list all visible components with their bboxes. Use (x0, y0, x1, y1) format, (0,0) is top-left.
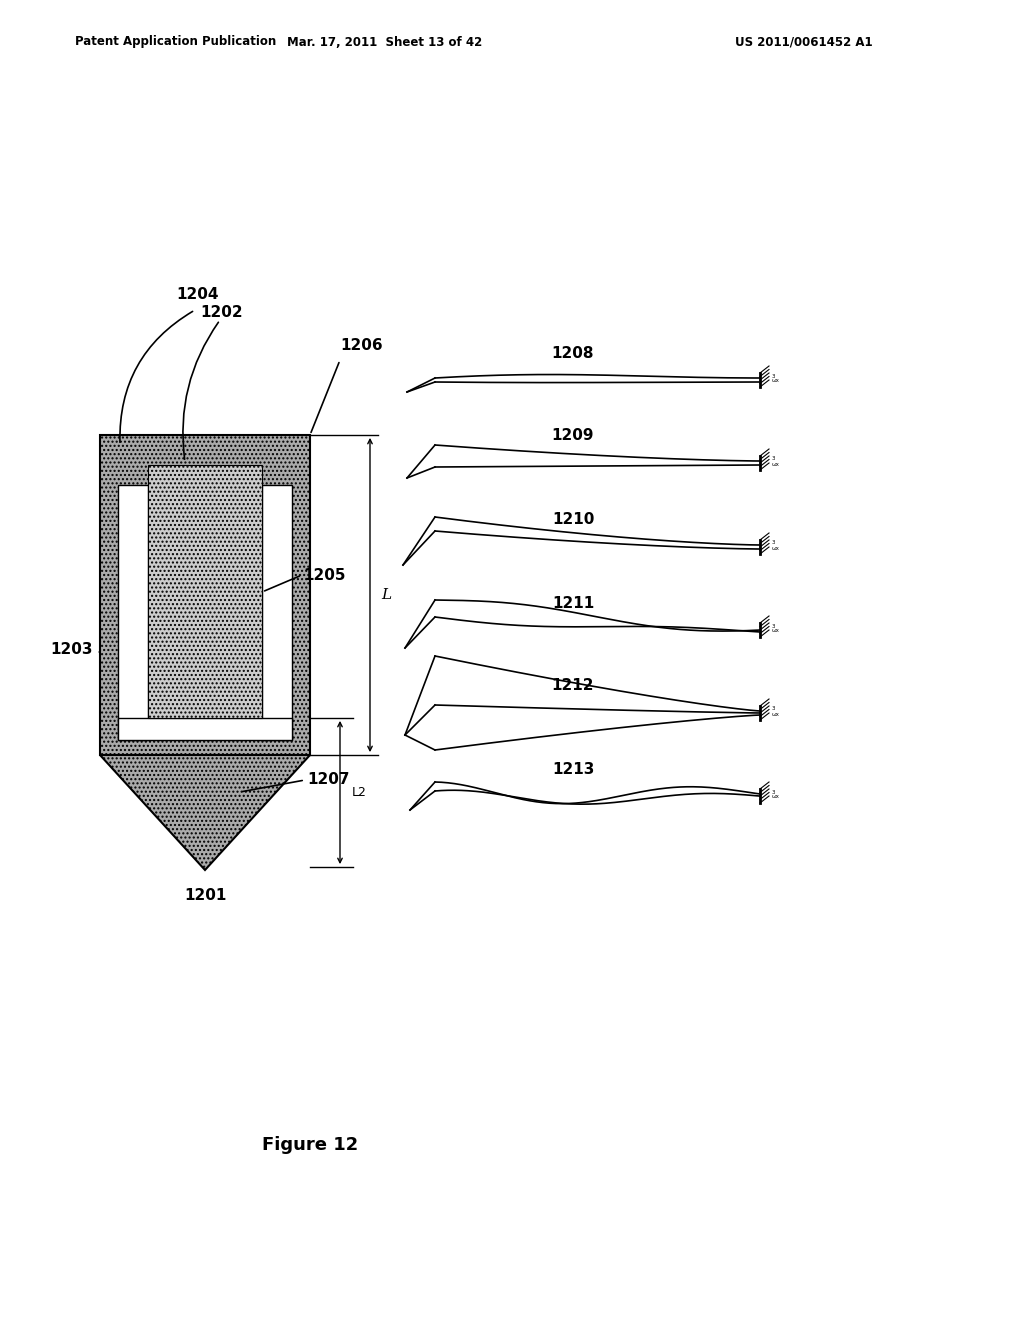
Text: 1212: 1212 (552, 678, 594, 693)
Text: 1206: 1206 (340, 338, 383, 352)
Text: L2: L2 (352, 787, 367, 800)
Text: 1210: 1210 (552, 512, 594, 528)
Text: ωx: ωx (772, 795, 780, 800)
Text: 1213: 1213 (552, 762, 594, 776)
Text: US 2011/0061452 A1: US 2011/0061452 A1 (735, 36, 872, 49)
Text: 1211: 1211 (552, 595, 594, 610)
Bar (118, 484, 148, 741)
Text: L: L (381, 587, 391, 602)
Bar (262, 484, 292, 741)
Text: ωx: ωx (772, 462, 780, 466)
Polygon shape (100, 755, 310, 870)
Text: 1209: 1209 (552, 429, 594, 444)
Text: 1204: 1204 (177, 286, 219, 302)
Text: 1202: 1202 (201, 305, 244, 319)
Text: ωx: ωx (772, 545, 780, 550)
Text: 3: 3 (772, 374, 775, 379)
Text: 1205: 1205 (303, 568, 345, 582)
Text: 1201: 1201 (184, 887, 226, 903)
Text: ωx: ωx (772, 711, 780, 717)
Text: 1208: 1208 (552, 346, 594, 360)
Text: 3: 3 (772, 706, 775, 711)
Text: 1207: 1207 (307, 772, 349, 788)
Text: 3: 3 (772, 623, 775, 628)
Text: Figure 12: Figure 12 (262, 1137, 358, 1154)
Text: Mar. 17, 2011  Sheet 13 of 42: Mar. 17, 2011 Sheet 13 of 42 (288, 36, 482, 49)
Text: 3: 3 (772, 457, 775, 462)
Text: 3: 3 (772, 540, 775, 545)
Text: ωx: ωx (772, 379, 780, 384)
Bar (118, 718, 292, 741)
Text: 1203: 1203 (50, 643, 93, 657)
Bar (100, 436, 310, 755)
Text: ωx: ωx (772, 628, 780, 634)
Bar (148, 465, 262, 718)
Text: Patent Application Publication: Patent Application Publication (75, 36, 276, 49)
Text: 3: 3 (772, 789, 775, 795)
